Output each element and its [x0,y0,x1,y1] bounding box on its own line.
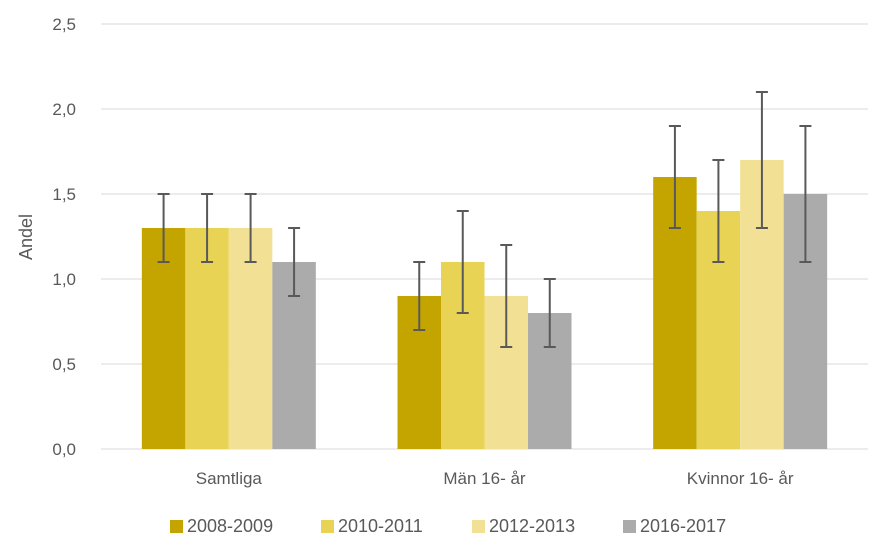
legend-swatch [623,520,636,533]
y-tick-label: 2,0 [52,100,76,119]
legend: 2008-2009 2010-2011 2012-2013 2016-2017 [170,516,726,536]
x-category-label: Samtliga [196,469,263,488]
legend-label: 2010-2011 [338,516,423,536]
legend-label: 2012-2013 [489,516,575,536]
error-bars [157,91,812,348]
y-tick-label: 0,0 [52,440,76,459]
legend-swatch [170,520,183,533]
bar [228,228,273,449]
bar [141,228,186,449]
x-category-label: Kvinnor 16- år [687,469,794,488]
y-tick-label: 0,5 [52,355,76,374]
bar [185,228,229,449]
y-tick-label: 1,5 [52,185,76,204]
y-axis-ticks: 0,0 0,5 1,0 1,5 2,0 2,5 [52,15,76,459]
legend-swatch [472,520,485,533]
y-tick-label: 1,0 [52,270,76,289]
bars [141,160,828,449]
y-axis-title: Andel [16,214,36,260]
x-axis-categories: Samtliga Män 16- år Kvinnor 16- år [196,469,794,488]
x-category-label: Män 16- år [443,469,526,488]
legend-label: 2008-2009 [187,516,273,536]
y-tick-label: 2,5 [52,15,76,34]
legend-label: 2016-2017 [640,516,726,536]
legend-swatch [321,520,334,533]
